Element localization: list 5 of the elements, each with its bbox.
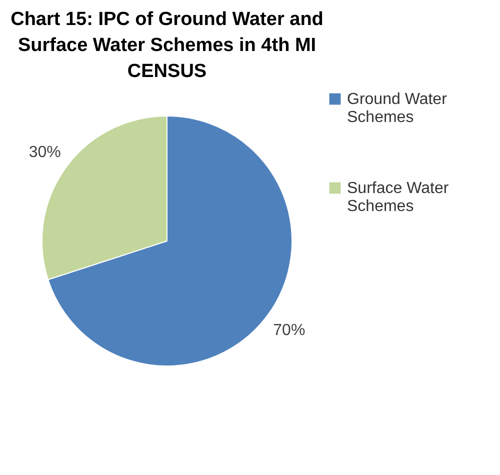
- legend-label: Surface Water Schemes: [347, 180, 450, 215]
- chart-title: Chart 15: IPC of Ground Water and Surface Water Schemes in 4th MI CENSUS: [10, 9, 324, 82]
- data-label: 70%: [273, 322, 306, 339]
- legend-label: Ground Water Schemes: [347, 91, 448, 126]
- data-label: 30%: [28, 144, 61, 162]
